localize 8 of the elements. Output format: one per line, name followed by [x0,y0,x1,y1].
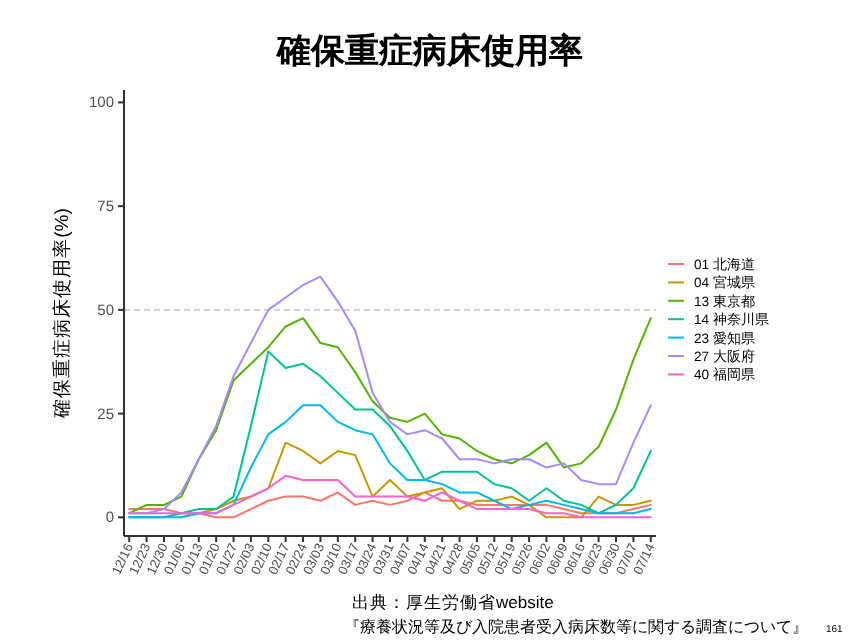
source-note: 出典：厚生労働省website [352,592,555,612]
chart-title: 確保重症病床使用率 [275,32,583,70]
line-series [128,474,652,519]
line-series [128,404,652,519]
y-axis-title: 確保重症病床使用率(%) [50,208,74,420]
line-series [128,491,652,519]
line-series [128,317,652,515]
text: 『療養状況等及び入院患者受入病床数等に関する調査について』 [344,618,808,636]
